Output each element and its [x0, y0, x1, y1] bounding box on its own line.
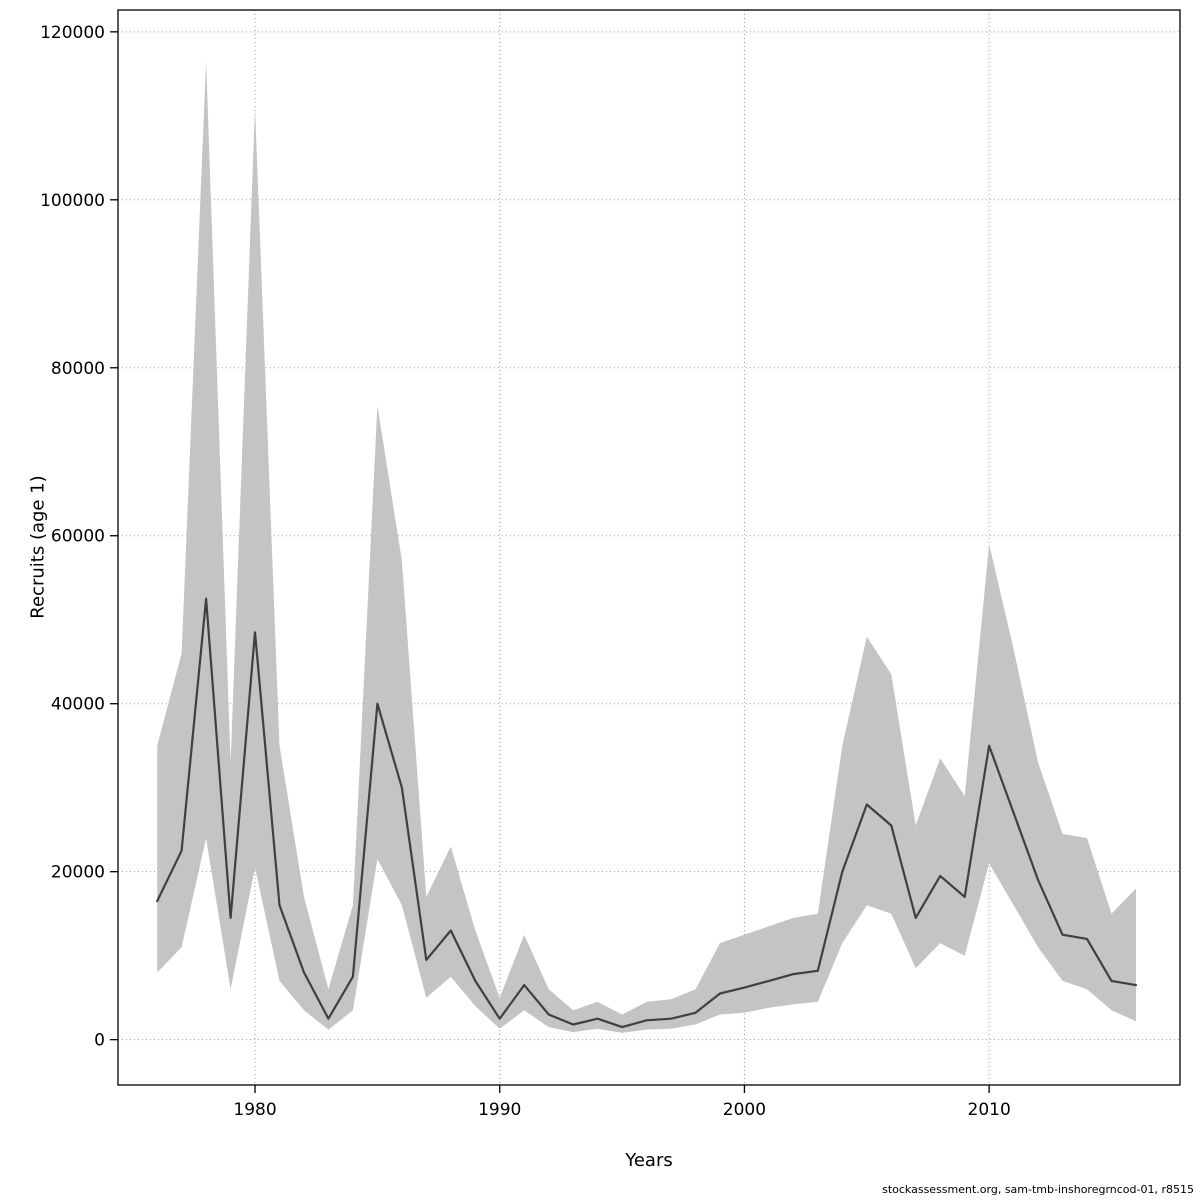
watermark-text: stockassessment.org, sam-tmb-inshoregrnc…: [882, 1183, 1194, 1196]
y-tick-label: 20000: [51, 863, 105, 883]
y-tick-label: 80000: [51, 359, 105, 379]
x-axis-label: Years: [625, 1150, 673, 1171]
y-tick-label: 40000: [51, 695, 105, 715]
estimate-line: [156, 597, 1138, 1029]
y-tick-label: 0: [94, 1031, 105, 1051]
y-tick-label: 120000: [40, 23, 105, 43]
x-tick-label: 1990: [478, 1100, 521, 1120]
plot-border: [117, 9, 1181, 1086]
y-axis-label: Recruits (age 1): [27, 475, 49, 619]
y-tick-label: 60000: [51, 527, 105, 547]
x-tick-label: 2000: [723, 1100, 766, 1120]
x-tick-label: 2010: [968, 1100, 1011, 1120]
x-tick-label: 1980: [233, 1100, 276, 1120]
y-tick-label: 100000: [40, 191, 105, 211]
